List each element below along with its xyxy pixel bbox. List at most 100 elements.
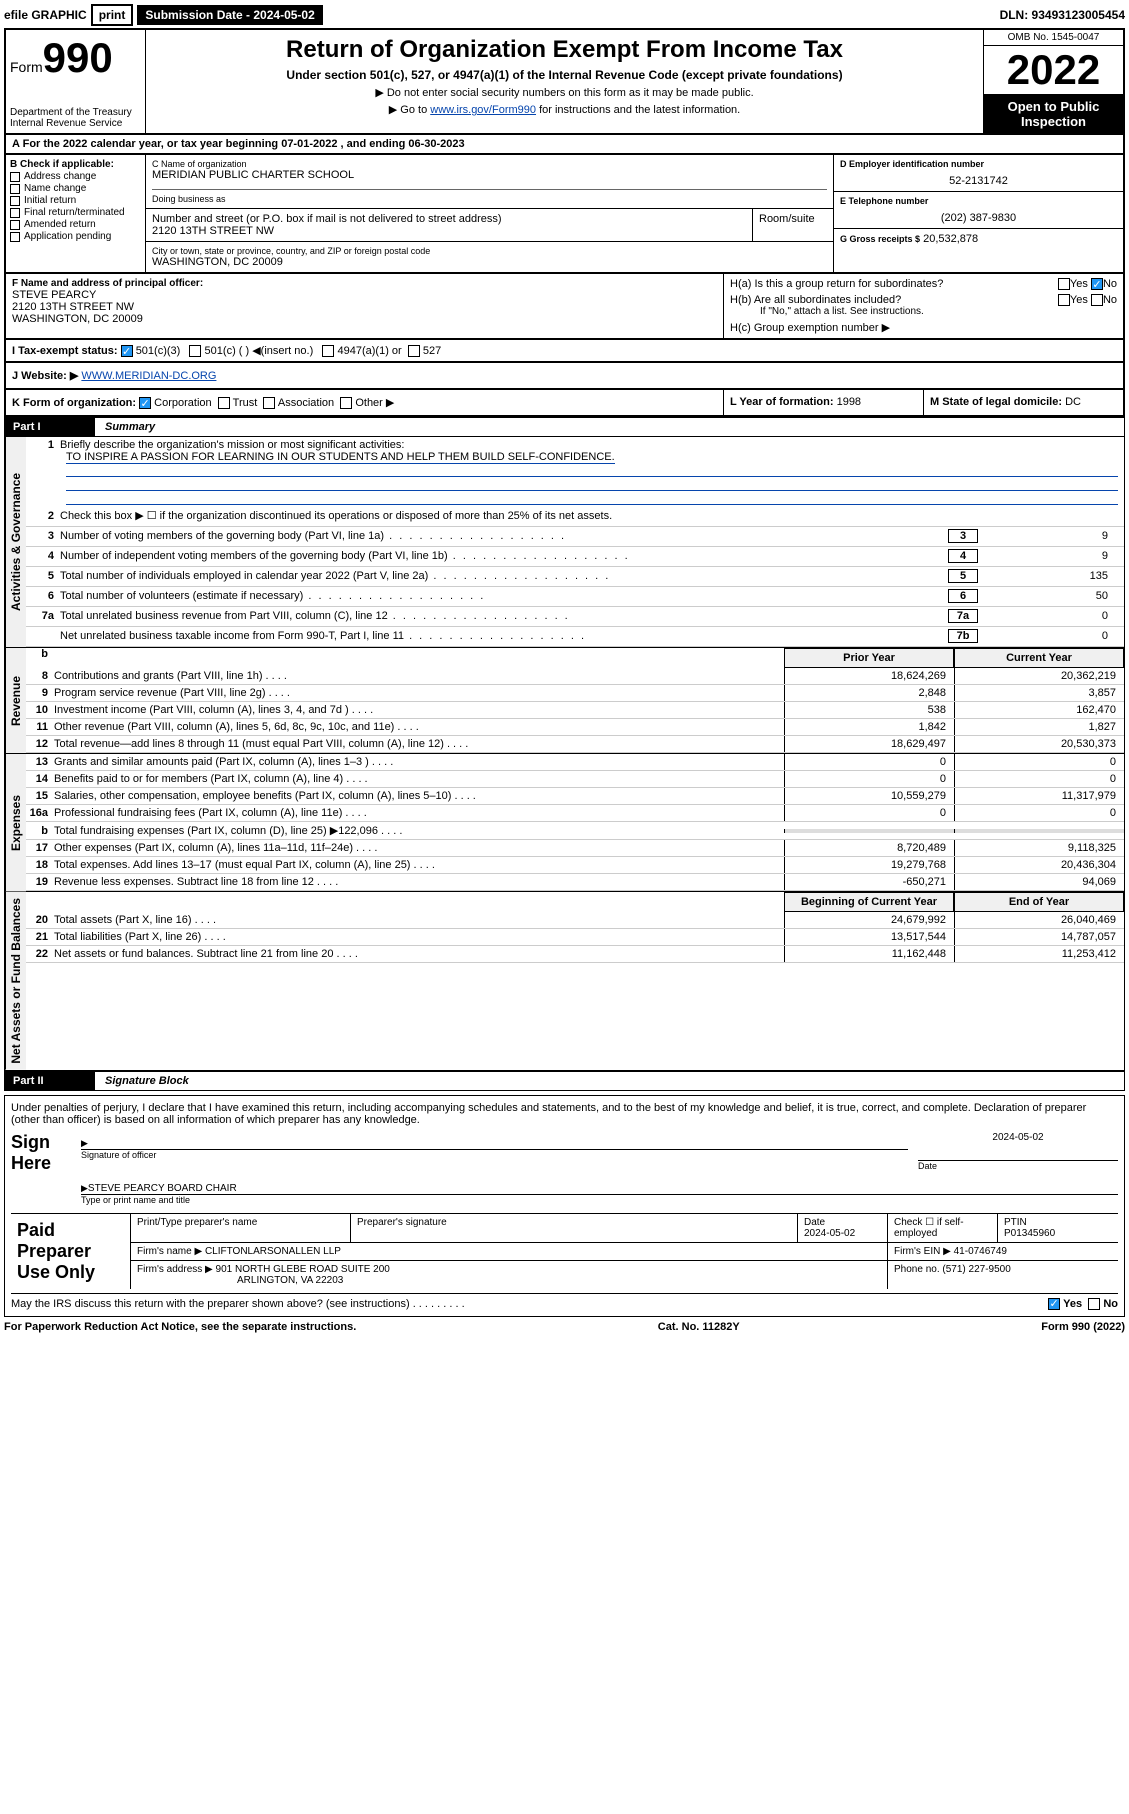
k-o2: Trust — [233, 397, 258, 409]
cb-name-change[interactable] — [10, 184, 20, 194]
part2-label: Part II — [5, 1072, 95, 1090]
sign-here-label: Sign Here — [11, 1132, 81, 1205]
submission-date: Submission Date - 2024-05-02 — [137, 5, 322, 25]
firm-label: Firm's name ▶ — [137, 1246, 202, 1257]
ptin: P01345960 — [1004, 1228, 1055, 1239]
i-o2: 501(c) ( ) ◀(insert no.) — [205, 345, 314, 357]
row-i: I Tax-exempt status: ✓ 501(c)(3) 501(c) … — [12, 344, 1117, 357]
omb-number: OMB No. 1545-0047 — [984, 30, 1123, 46]
i-527[interactable] — [408, 345, 420, 357]
firm-addr1: 901 NORTH GLEBE ROAD SUITE 200 — [216, 1264, 390, 1275]
k-assoc[interactable] — [263, 397, 275, 409]
mission-line-2 — [66, 477, 1118, 491]
q2-text: Check this box ▶ ☐ if the organization d… — [60, 509, 1118, 522]
q1-num: 1 — [32, 439, 60, 451]
prep-sig-hdr: Preparer's signature — [351, 1214, 798, 1242]
table-row: 10Investment income (Part VIII, column (… — [26, 702, 1124, 719]
governance-section: Activities & Governance 1Briefly describ… — [4, 437, 1125, 648]
discuss-yes[interactable]: ✓ — [1048, 1298, 1060, 1310]
cb-lbl-0: Address change — [24, 171, 96, 182]
note-2: ▶ Go to www.irs.gov/Form990 for instruct… — [152, 103, 977, 116]
cb-amended[interactable] — [10, 220, 20, 230]
i-501c[interactable] — [189, 345, 201, 357]
table-row: 11Other revenue (Part VIII, column (A), … — [26, 719, 1124, 736]
expenses-section: Expenses 13Grants and similar amounts pa… — [4, 754, 1125, 892]
i-501c3[interactable]: ✓ — [121, 345, 133, 357]
table-row: 14Benefits paid to or for members (Part … — [26, 771, 1124, 788]
ha-yes[interactable] — [1058, 278, 1070, 290]
hb-yes[interactable] — [1058, 294, 1070, 306]
ha-no[interactable]: ✓ — [1091, 278, 1103, 290]
prep-check: Check ☐ if self-employed — [888, 1214, 998, 1242]
website-link[interactable]: WWW.MERIDIAN-DC.ORG — [81, 370, 216, 382]
irs-label: Internal Revenue Service — [10, 118, 141, 129]
discuss-no[interactable] — [1088, 1298, 1100, 1310]
cb-pending[interactable] — [10, 232, 20, 242]
table-row: 19Revenue less expenses. Subtract line 1… — [26, 874, 1124, 891]
cb-initial[interactable] — [10, 196, 20, 206]
top-bar: efile GRAPHIC print Submission Date - 20… — [4, 4, 1125, 26]
efile-label: efile GRAPHIC — [4, 8, 87, 22]
cb-lbl-2: Initial return — [24, 195, 76, 206]
hb-note: If "No," attach a list. See instructions… — [730, 306, 1117, 317]
firm-name: CLIFTONLARSONALLEN LLP — [205, 1246, 341, 1257]
hb-no[interactable] — [1091, 294, 1103, 306]
irs-link[interactable]: www.irs.gov/Form990 — [430, 104, 536, 116]
mission-line-1 — [66, 463, 1118, 477]
part1-header: Part I Summary — [4, 417, 1125, 437]
table-row: 17Other expenses (Part IX, column (A), l… — [26, 840, 1124, 857]
firm-addr2: ARLINGTON, VA 22203 — [237, 1275, 343, 1286]
i-4947[interactable] — [322, 345, 334, 357]
sig-name: STEVE PEARCY BOARD CHAIR — [88, 1183, 237, 1194]
k-o4: Other ▶ — [355, 397, 394, 409]
ha-no-lbl: No — [1103, 278, 1117, 290]
cb-final[interactable] — [10, 208, 20, 218]
sig-name-label: Type or print name and title — [81, 1195, 1118, 1205]
street: 2120 13TH STREET NW — [152, 225, 746, 237]
phone: (202) 387-9830 — [840, 212, 1117, 224]
k-corp[interactable]: ✓ — [139, 397, 151, 409]
table-row: 16aProfessional fundraising fees (Part I… — [26, 805, 1124, 822]
form-number: Form990 — [10, 34, 141, 82]
officer-addr1: 2120 13TH STREET NW — [12, 301, 717, 313]
part2-title: Signature Block — [95, 1075, 189, 1087]
q1-text: Briefly describe the organization's miss… — [60, 439, 404, 451]
vtab-revenue: Revenue — [5, 648, 26, 753]
prep-name-hdr: Print/Type preparer's name — [131, 1214, 351, 1242]
table-row: 9Program service revenue (Part VIII, lin… — [26, 685, 1124, 702]
i-o3: 4947(a)(1) or — [338, 345, 402, 357]
hb-no-lbl: No — [1103, 294, 1117, 306]
table-row: 21Total liabilities (Part X, line 26) . … — [26, 929, 1124, 946]
table-row: 22Net assets or fund balances. Subtract … — [26, 946, 1124, 963]
part1-title: Summary — [95, 421, 155, 433]
table-row: 20Total assets (Part X, line 16) . . . .… — [26, 912, 1124, 929]
cb-address-change[interactable] — [10, 172, 20, 182]
print-button[interactable]: print — [91, 4, 134, 26]
k-trust[interactable] — [218, 397, 230, 409]
k-o1: Corporation — [154, 397, 211, 409]
signature-block: Under penalties of perjury, I declare th… — [4, 1095, 1125, 1317]
officer-name: STEVE PEARCY — [12, 289, 717, 301]
hdr-prior: Prior Year — [784, 648, 954, 668]
vtab-netassets: Net Assets or Fund Balances — [5, 892, 26, 1070]
col-b-label: B Check if applicable: — [10, 159, 141, 170]
id-block: B Check if applicable: Address change Na… — [4, 155, 1125, 274]
officer-block: F Name and address of principal officer:… — [4, 274, 1125, 340]
gross-val: 20,532,878 — [923, 233, 978, 245]
mission-line-3 — [66, 491, 1118, 505]
prep-date: 2024-05-02 — [804, 1228, 855, 1239]
firm-phone-label: Phone no. — [894, 1264, 940, 1275]
street-label: Number and street (or P.O. box if mail i… — [152, 213, 746, 225]
row-a-text: For the 2022 calendar year, or tax year … — [23, 138, 465, 150]
ein: 52-2131742 — [840, 175, 1117, 187]
table-row: 15Salaries, other compensation, employee… — [26, 788, 1124, 805]
ha-yes-lbl: Yes — [1070, 278, 1088, 290]
table-row: 12Total revenue—add lines 8 through 11 (… — [26, 736, 1124, 753]
form-subtitle: Under section 501(c), 527, or 4947(a)(1)… — [152, 68, 977, 82]
cb-lbl-5: Application pending — [24, 231, 111, 242]
firm-ein-label: Firm's EIN ▶ — [894, 1246, 951, 1257]
note-1: ▶ Do not enter social security numbers o… — [152, 86, 977, 99]
table-row: 18Total expenses. Add lines 13–17 (must … — [26, 857, 1124, 874]
k-other[interactable] — [340, 397, 352, 409]
f-label: F Name and address of principal officer: — [12, 278, 717, 289]
